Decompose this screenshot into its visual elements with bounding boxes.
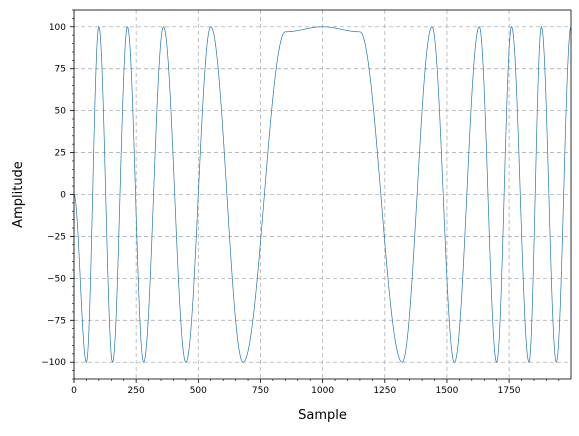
plot-frame (73, 9, 572, 380)
x-tick-label: 500 (190, 386, 207, 396)
x-tick-label: 250 (128, 386, 145, 396)
y-tick-label: −25 (47, 232, 66, 242)
x-tick-label: 750 (252, 386, 269, 396)
y-tick-label: 25 (55, 149, 66, 159)
series-line (73, 25, 572, 363)
y-tick-label: 0 (60, 191, 66, 201)
x-tick-label: 1500 (435, 386, 458, 396)
y-tick-label: −50 (47, 274, 66, 284)
x-tick-label: 1000 (311, 386, 334, 396)
y-axis-ticks: −100 −75 −50 −25 0 25 50 75 100 (41, 23, 74, 368)
y-tick-label: 75 (55, 65, 66, 75)
x-tick-label: 1750 (498, 386, 521, 396)
y-tick-label: −75 (47, 316, 66, 326)
x-axis-label: Sample (298, 408, 347, 423)
y-tick-label: 50 (55, 107, 67, 117)
y-axis-label: Amplitude (11, 161, 26, 228)
x-tick-label: 1250 (373, 386, 396, 396)
grid (73, 10, 571, 379)
x-tick-label: 0 (71, 386, 77, 396)
minor-ticks (72, 9, 560, 381)
x-axis-ticks: 0 250 500 750 1000 1250 1500 1750 (71, 379, 521, 396)
y-tick-label: −100 (41, 358, 66, 368)
y-tick-label: 100 (49, 23, 66, 33)
